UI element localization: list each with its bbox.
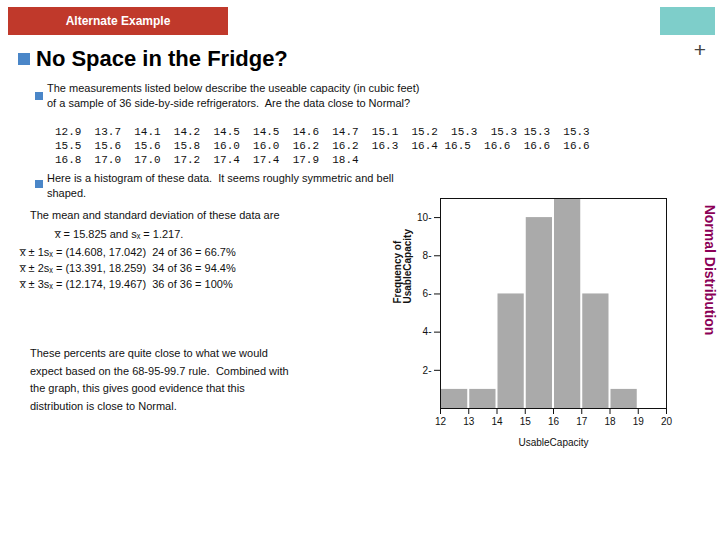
html-text:15.5 15.6 15.6 15.8 16.0 16.0: 15.5 15.6 15.6 15.8 16.0 16.0 16.2 16.2 …	[55, 139, 590, 152]
svg-text:UsableCapacity: UsableCapacity	[518, 437, 588, 448]
svg-text:6-: 6-	[423, 288, 432, 299]
html-text:x̅ ± 2sₓ = (13.391, 18.259) 34: x̅ ± 2sₓ = (13.391, 18.259) 34 of 36 = 9…	[20, 261, 236, 274]
html-text:12.9 13.7 14.1 14.2 14.5 14.5: 12.9 13.7 14.1 14.2 14.5 14.5 14.6 14.7 …	[55, 125, 590, 138]
html-text:The mean and standard deviatio: The mean and standard deviation of these…	[30, 208, 280, 221]
svg-text:4-: 4-	[423, 326, 432, 337]
html-text:x̅ ± 1sₓ = (14.608, 17.042) 24: x̅ ± 1sₓ = (14.608, 17.042) 24 of 36 = 6…	[20, 245, 236, 258]
svg-text:15: 15	[520, 416, 532, 427]
svg-text:8-: 8-	[423, 250, 432, 261]
svg-text:17: 17	[576, 416, 588, 427]
html-text:Here is a histogram of these d: Here is a histogram of these data. It se…	[47, 172, 394, 199]
html-text:Normal Distribution: Normal Distribution	[702, 204, 718, 336]
html-text:16.8 17.0 17.0 17.2 17.4 17.4: 16.8 17.0 17.0 17.2 17.4 17.4 17.9 18.4	[55, 153, 359, 166]
svg-text:13: 13	[463, 416, 475, 427]
svg-text:14: 14	[491, 416, 503, 427]
svg-text:16: 16	[548, 416, 560, 427]
html-text:x̅ ± 3sₓ = (12.174, 19.467) 36: x̅ ± 3sₓ = (12.174, 19.467) 36 of 36 = 1…	[20, 277, 233, 290]
html-text:The measurements listed below: The measurements listed below describe t…	[47, 82, 420, 109]
html-text:Alternate Example: Alternate Example	[65, 14, 171, 28]
html-text:These percents are quite close: These percents are quite close to what w…	[30, 347, 289, 412]
svg-text:10-: 10-	[417, 212, 431, 223]
svg-text:12: 12	[435, 416, 447, 427]
svg-text:2-: 2-	[423, 365, 432, 376]
svg-text:Frequency ofUsableCapacity: Frequency ofUsableCapacity	[392, 229, 413, 304]
svg-text:19: 19	[633, 416, 645, 427]
html-text:No Space in the Fridge?: No Space in the Fridge?	[36, 46, 288, 71]
html-text:x̅ = 15.825 and sₓ = 1.217.: x̅ = 15.825 and sₓ = 1.217.	[55, 227, 184, 240]
svg-text:20: 20	[661, 416, 673, 427]
svg-text:18: 18	[604, 416, 616, 427]
